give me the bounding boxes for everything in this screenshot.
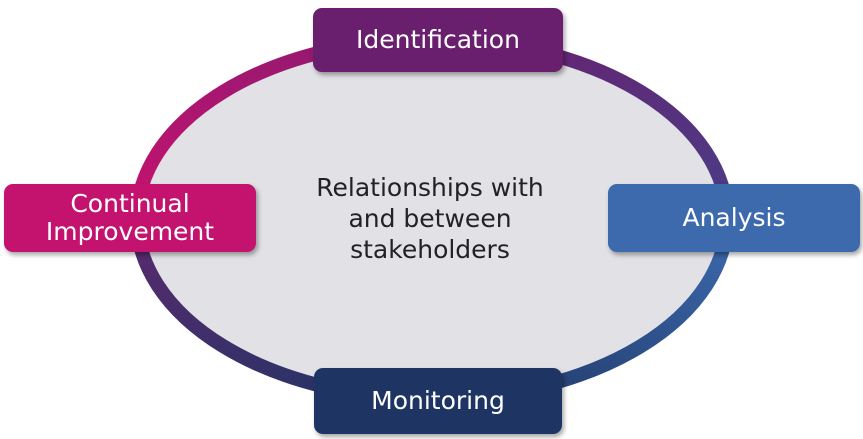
center-caption-line-2: and between <box>348 204 512 233</box>
stage-monitoring: Monitoring <box>314 368 562 434</box>
stage-analysis-label: Analysis <box>682 203 786 232</box>
stage-monitoring-label: Monitoring <box>371 386 505 415</box>
stage-improvement-line-2: Improvement <box>45 217 215 246</box>
ring-fill <box>137 39 727 399</box>
center-caption-line-1: Relationships with <box>316 173 544 202</box>
stage-analysis: Analysis <box>608 184 860 252</box>
stage-continual-improvement: Continual Improvement <box>4 184 256 252</box>
stage-identification: Identification <box>313 8 563 72</box>
center-caption-line-3: stakeholders <box>350 235 510 264</box>
stage-improvement-line-1: Continual <box>70 189 190 218</box>
stage-identification-label: Identification <box>356 25 520 54</box>
center-caption: Relationships with and between stakehold… <box>240 172 620 265</box>
